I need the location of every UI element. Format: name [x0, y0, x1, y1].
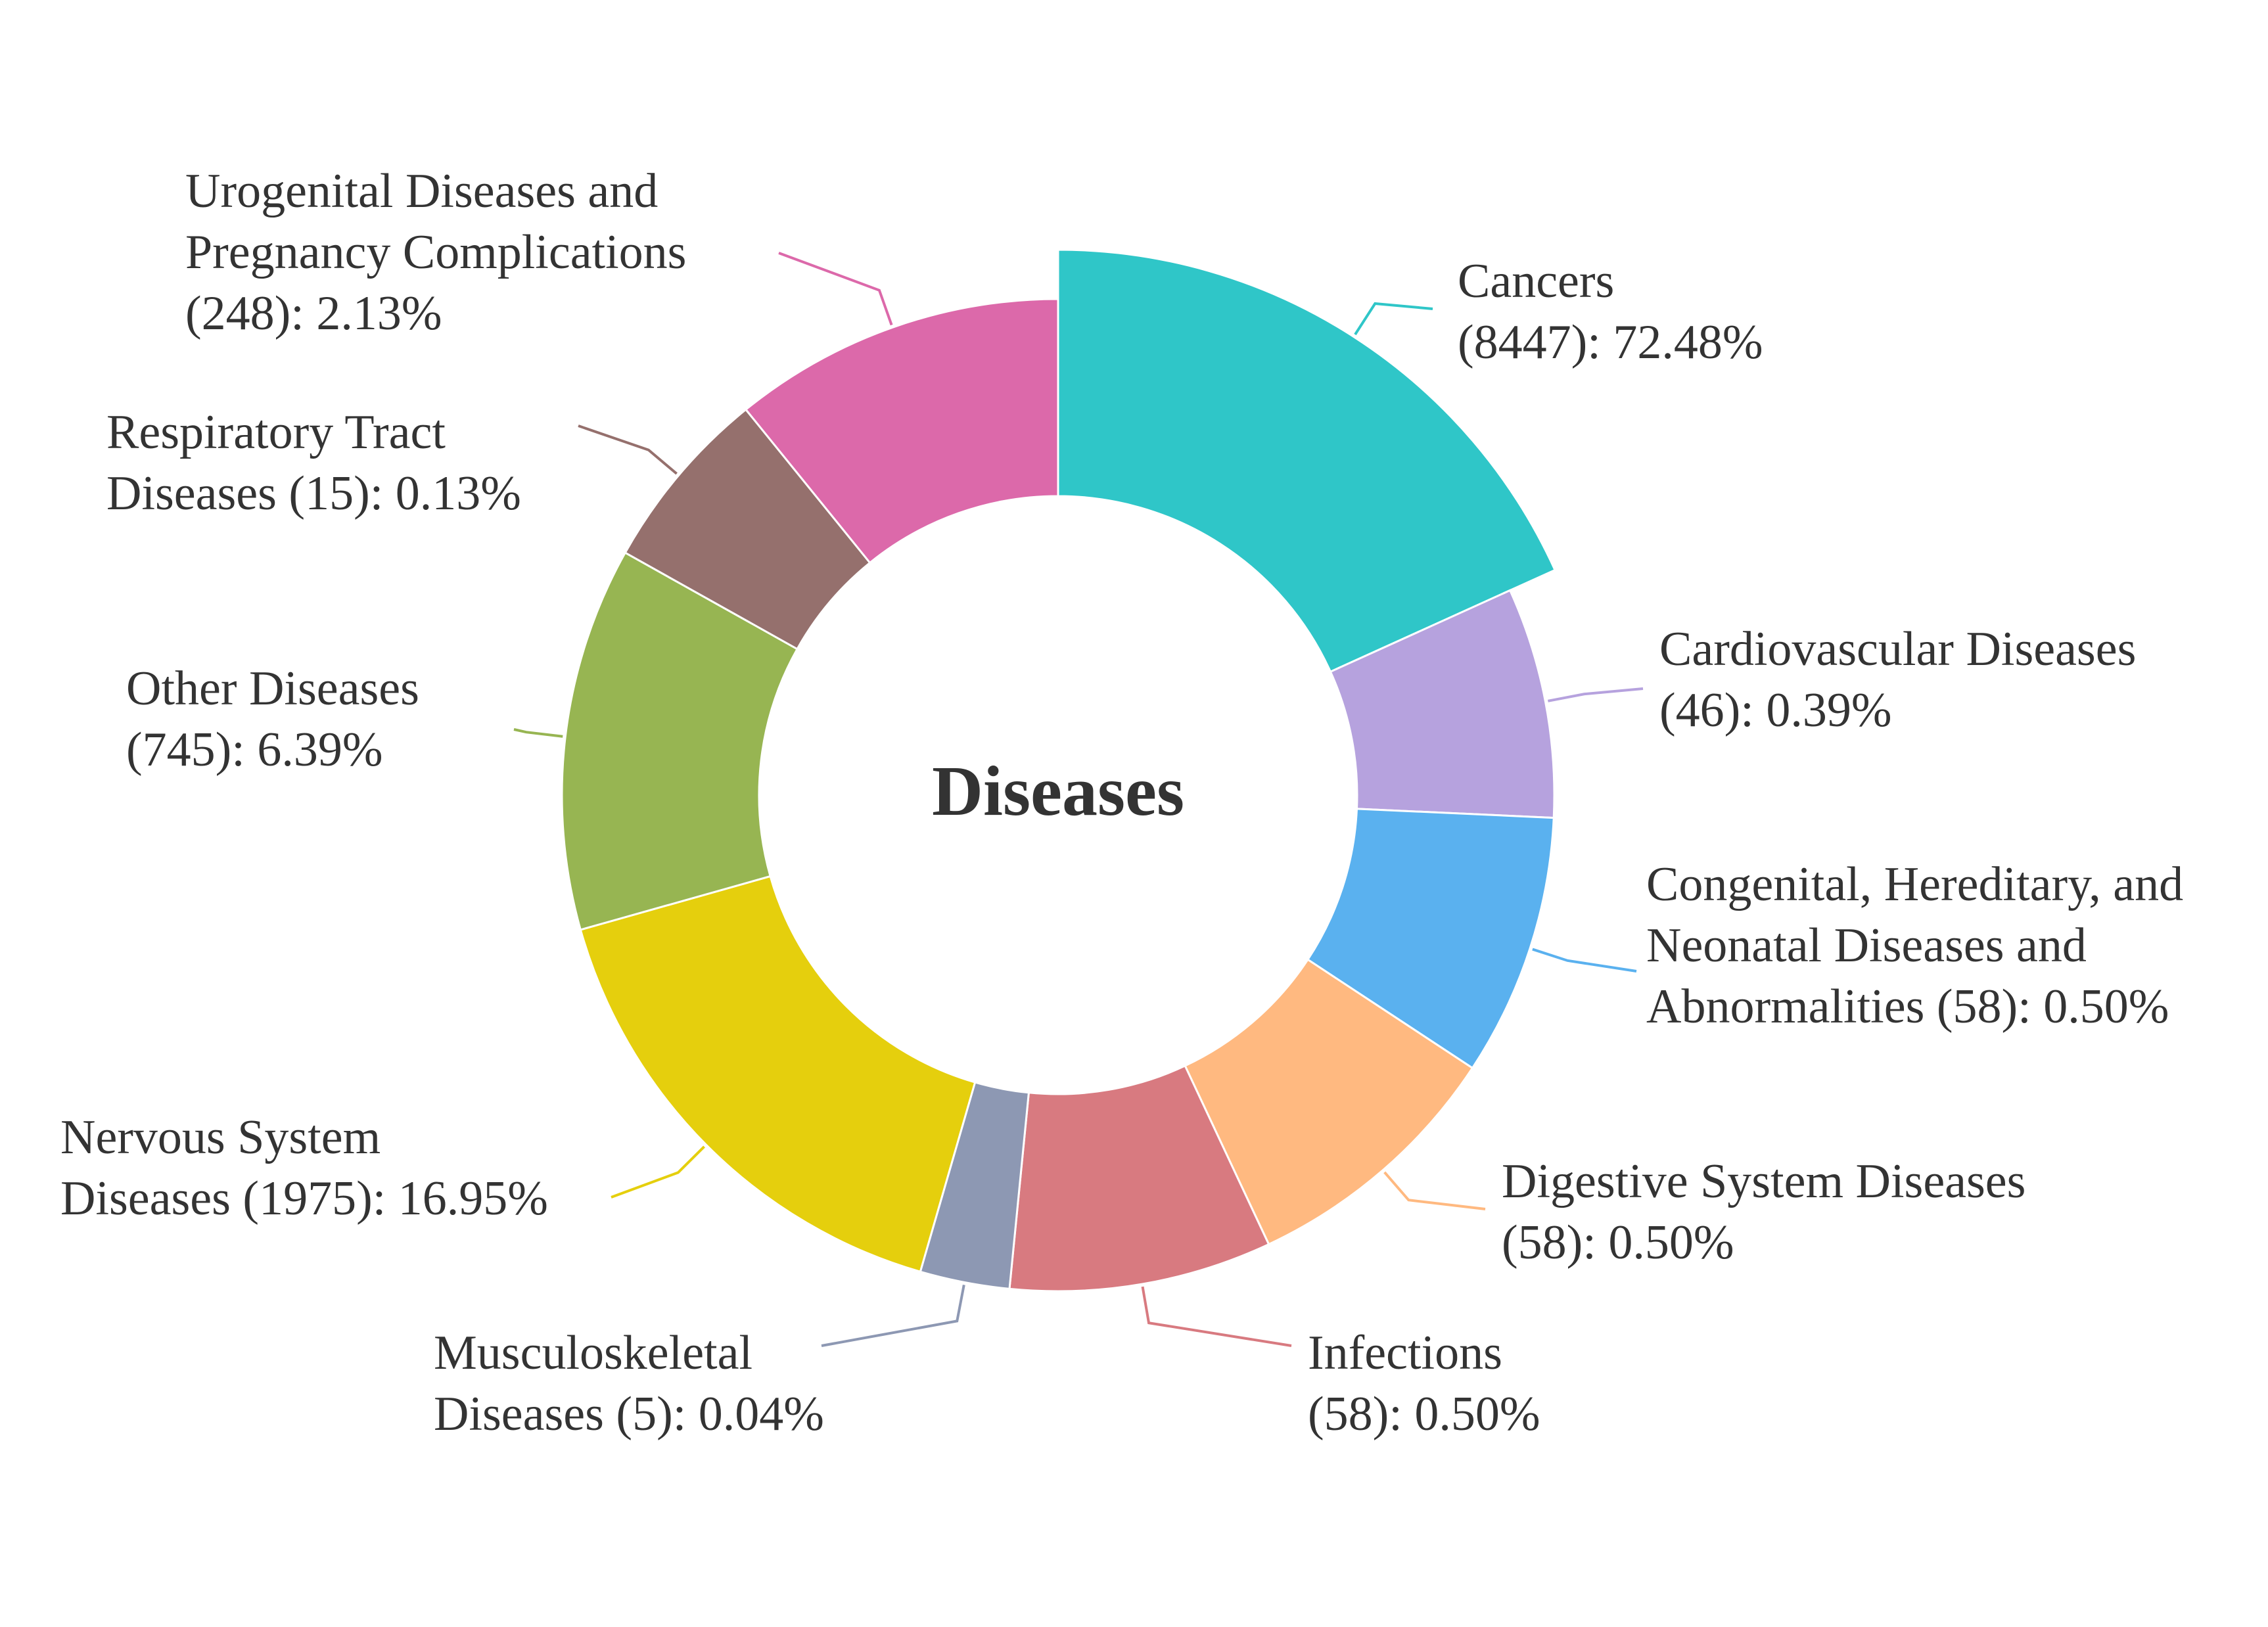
- label-infections: Infections (58): 0.50%: [1308, 1326, 1540, 1441]
- label-line: (745): 6.39%: [126, 723, 383, 777]
- slice-nervous-system-diseases[interactable]: [579, 875, 977, 1273]
- label-line: (248): 2.13%: [185, 286, 442, 340]
- leader-line-digestive-system-diseases: [1383, 1171, 1486, 1210]
- leader-line-nervous-system-diseases: [611, 1145, 705, 1199]
- label-line: Diseases (15): 0.13%: [106, 467, 521, 520]
- label-line: Infections: [1308, 1326, 1502, 1380]
- label-line: Cardiovascular Diseases: [1659, 622, 2136, 676]
- leader-line-urogenital-diseases-and-pregnancy-complications: [778, 252, 893, 326]
- leader-line-infections: [1141, 1286, 1292, 1347]
- leader-line-congenital-hereditary-and-neonatal-diseases-and-abnormalities: [1532, 948, 1637, 973]
- label-line: (8447): 72.48%: [1458, 315, 1763, 369]
- slice-cancers[interactable]: [1057, 248, 1557, 674]
- slice-labels: Cancers (8447): 72.48% Cardiovascular Dise…: [60, 164, 2183, 1441]
- label-line: (46): 0.39%: [1659, 683, 1892, 737]
- label-line: (58): 0.50%: [1502, 1216, 1734, 1270]
- chart-title: Diseases: [932, 752, 1184, 831]
- label-urogenital-diseases-and-pregnancy-complications: Urogenital Diseases and Pregnancy Complic…: [185, 164, 686, 340]
- leader-line-respiratory-tract-diseases: [578, 424, 678, 475]
- donut-slices: [561, 248, 1557, 1293]
- leader-line-cardiovascular-diseases: [1547, 687, 1644, 702]
- leader-line-cancers: [1354, 302, 1433, 336]
- label-cancers: Cancers (8447): 72.48%: [1458, 254, 1763, 369]
- label-line: Digestive System Diseases: [1502, 1155, 2025, 1208]
- label-nervous-system-diseases: Nervous System Diseases (1975): 16.95%: [60, 1111, 548, 1226]
- label-line: (58): 0.50%: [1308, 1387, 1540, 1441]
- label-other-diseases: Other Diseases (745): 6.39%: [126, 662, 419, 777]
- label-congenital-hereditary-and-neonatal-diseases-and-abnormalities: Congenital, Hereditary, and Neonatal Dise…: [1646, 858, 2183, 1034]
- label-line: Pregnancy Complications: [185, 225, 686, 279]
- slice-other-diseases[interactable]: [561, 551, 799, 931]
- label-line: Diseases (5): 0.04%: [434, 1387, 824, 1441]
- label-respiratory-tract-diseases: Respiratory Tract Diseases (15): 0.13%: [106, 405, 521, 520]
- label-line: Abnormalities (58): 0.50%: [1646, 980, 2169, 1034]
- label-line: Nervous System: [60, 1111, 381, 1164]
- label-line: Other Diseases: [126, 662, 419, 716]
- label-line: Neonatal Diseases and: [1646, 919, 2087, 973]
- label-line: Congenital, Hereditary, and: [1646, 858, 2183, 911]
- leader-line-other-diseases: [513, 728, 563, 738]
- label-line: Diseases (1975): 16.95%: [60, 1172, 548, 1226]
- label-cardiovascular-diseases: Cardiovascular Diseases (46): 0.39%: [1659, 622, 2136, 737]
- label-digestive-system-diseases: Digestive System Diseases (58): 0.50%: [1502, 1155, 2025, 1270]
- label-line: Respiratory Tract: [106, 405, 446, 459]
- slice-urogenital-diseases-and-pregnancy-complications[interactable]: [744, 298, 1059, 564]
- label-line: Musculoskeletal: [434, 1326, 752, 1380]
- label-line: Urogenital Diseases and: [185, 164, 658, 218]
- label-musculoskeletal-diseases: Musculoskeletal Diseases (5): 0.04%: [434, 1326, 824, 1441]
- leader-line-musculoskeletal-diseases: [821, 1284, 965, 1347]
- leader-lines: [513, 252, 1644, 1347]
- label-line: Cancers: [1458, 254, 1614, 308]
